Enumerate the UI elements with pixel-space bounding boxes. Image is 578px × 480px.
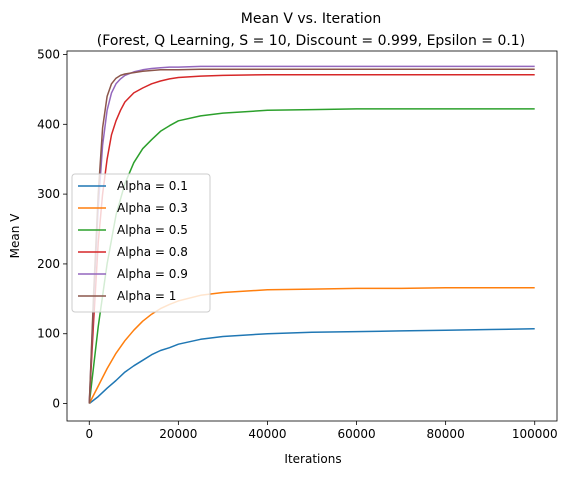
legend-label-4: Alpha = 0.9 xyxy=(117,267,188,281)
series-line-4 xyxy=(88,65,535,404)
legend-label-3: Alpha = 0.8 xyxy=(117,245,188,259)
chart-title-line2: (Forest, Q Learning, S = 10, Discount = … xyxy=(97,33,525,49)
legend-label-5: Alpha = 1 xyxy=(117,289,176,303)
x-tick-label: 40000 xyxy=(248,427,286,441)
plot-frame xyxy=(66,50,558,422)
y-axis-label: Mean V xyxy=(8,213,22,259)
x-tick-label: 60000 xyxy=(337,427,375,441)
y-tick-label: 0 xyxy=(52,397,60,411)
y-tick-label: 300 xyxy=(37,187,60,201)
x-tick-label: 100000 xyxy=(512,427,558,441)
x-tick-label: 20000 xyxy=(159,427,197,441)
y-tick-label: 200 xyxy=(37,257,60,271)
legend-label-0: Alpha = 0.1 xyxy=(117,179,188,193)
y-axis: 0 100 200 300 400 500 xyxy=(37,47,67,411)
series-line-5 xyxy=(88,68,535,404)
series-line-0 xyxy=(88,328,535,405)
legend-box xyxy=(71,173,211,313)
y-tick-label: 400 xyxy=(37,117,60,131)
legend: Alpha = 0.1 Alpha = 0.3 Alpha = 0.5 Alpha =… xyxy=(71,173,211,313)
x-axis: 0 20000 40000 60000 80000 100000 xyxy=(85,421,558,441)
y-tick-label: 500 xyxy=(37,47,60,61)
legend-label-2: Alpha = 0.5 xyxy=(117,223,188,237)
legend-label-1: Alpha = 0.3 xyxy=(117,201,188,215)
y-tick-label: 100 xyxy=(37,327,60,341)
x-tick-label: 0 xyxy=(85,427,93,441)
chart-title-line1: Mean V vs. Iteration xyxy=(241,11,382,27)
x-tick-label: 80000 xyxy=(427,427,465,441)
x-axis-label: Iterations xyxy=(284,452,341,466)
